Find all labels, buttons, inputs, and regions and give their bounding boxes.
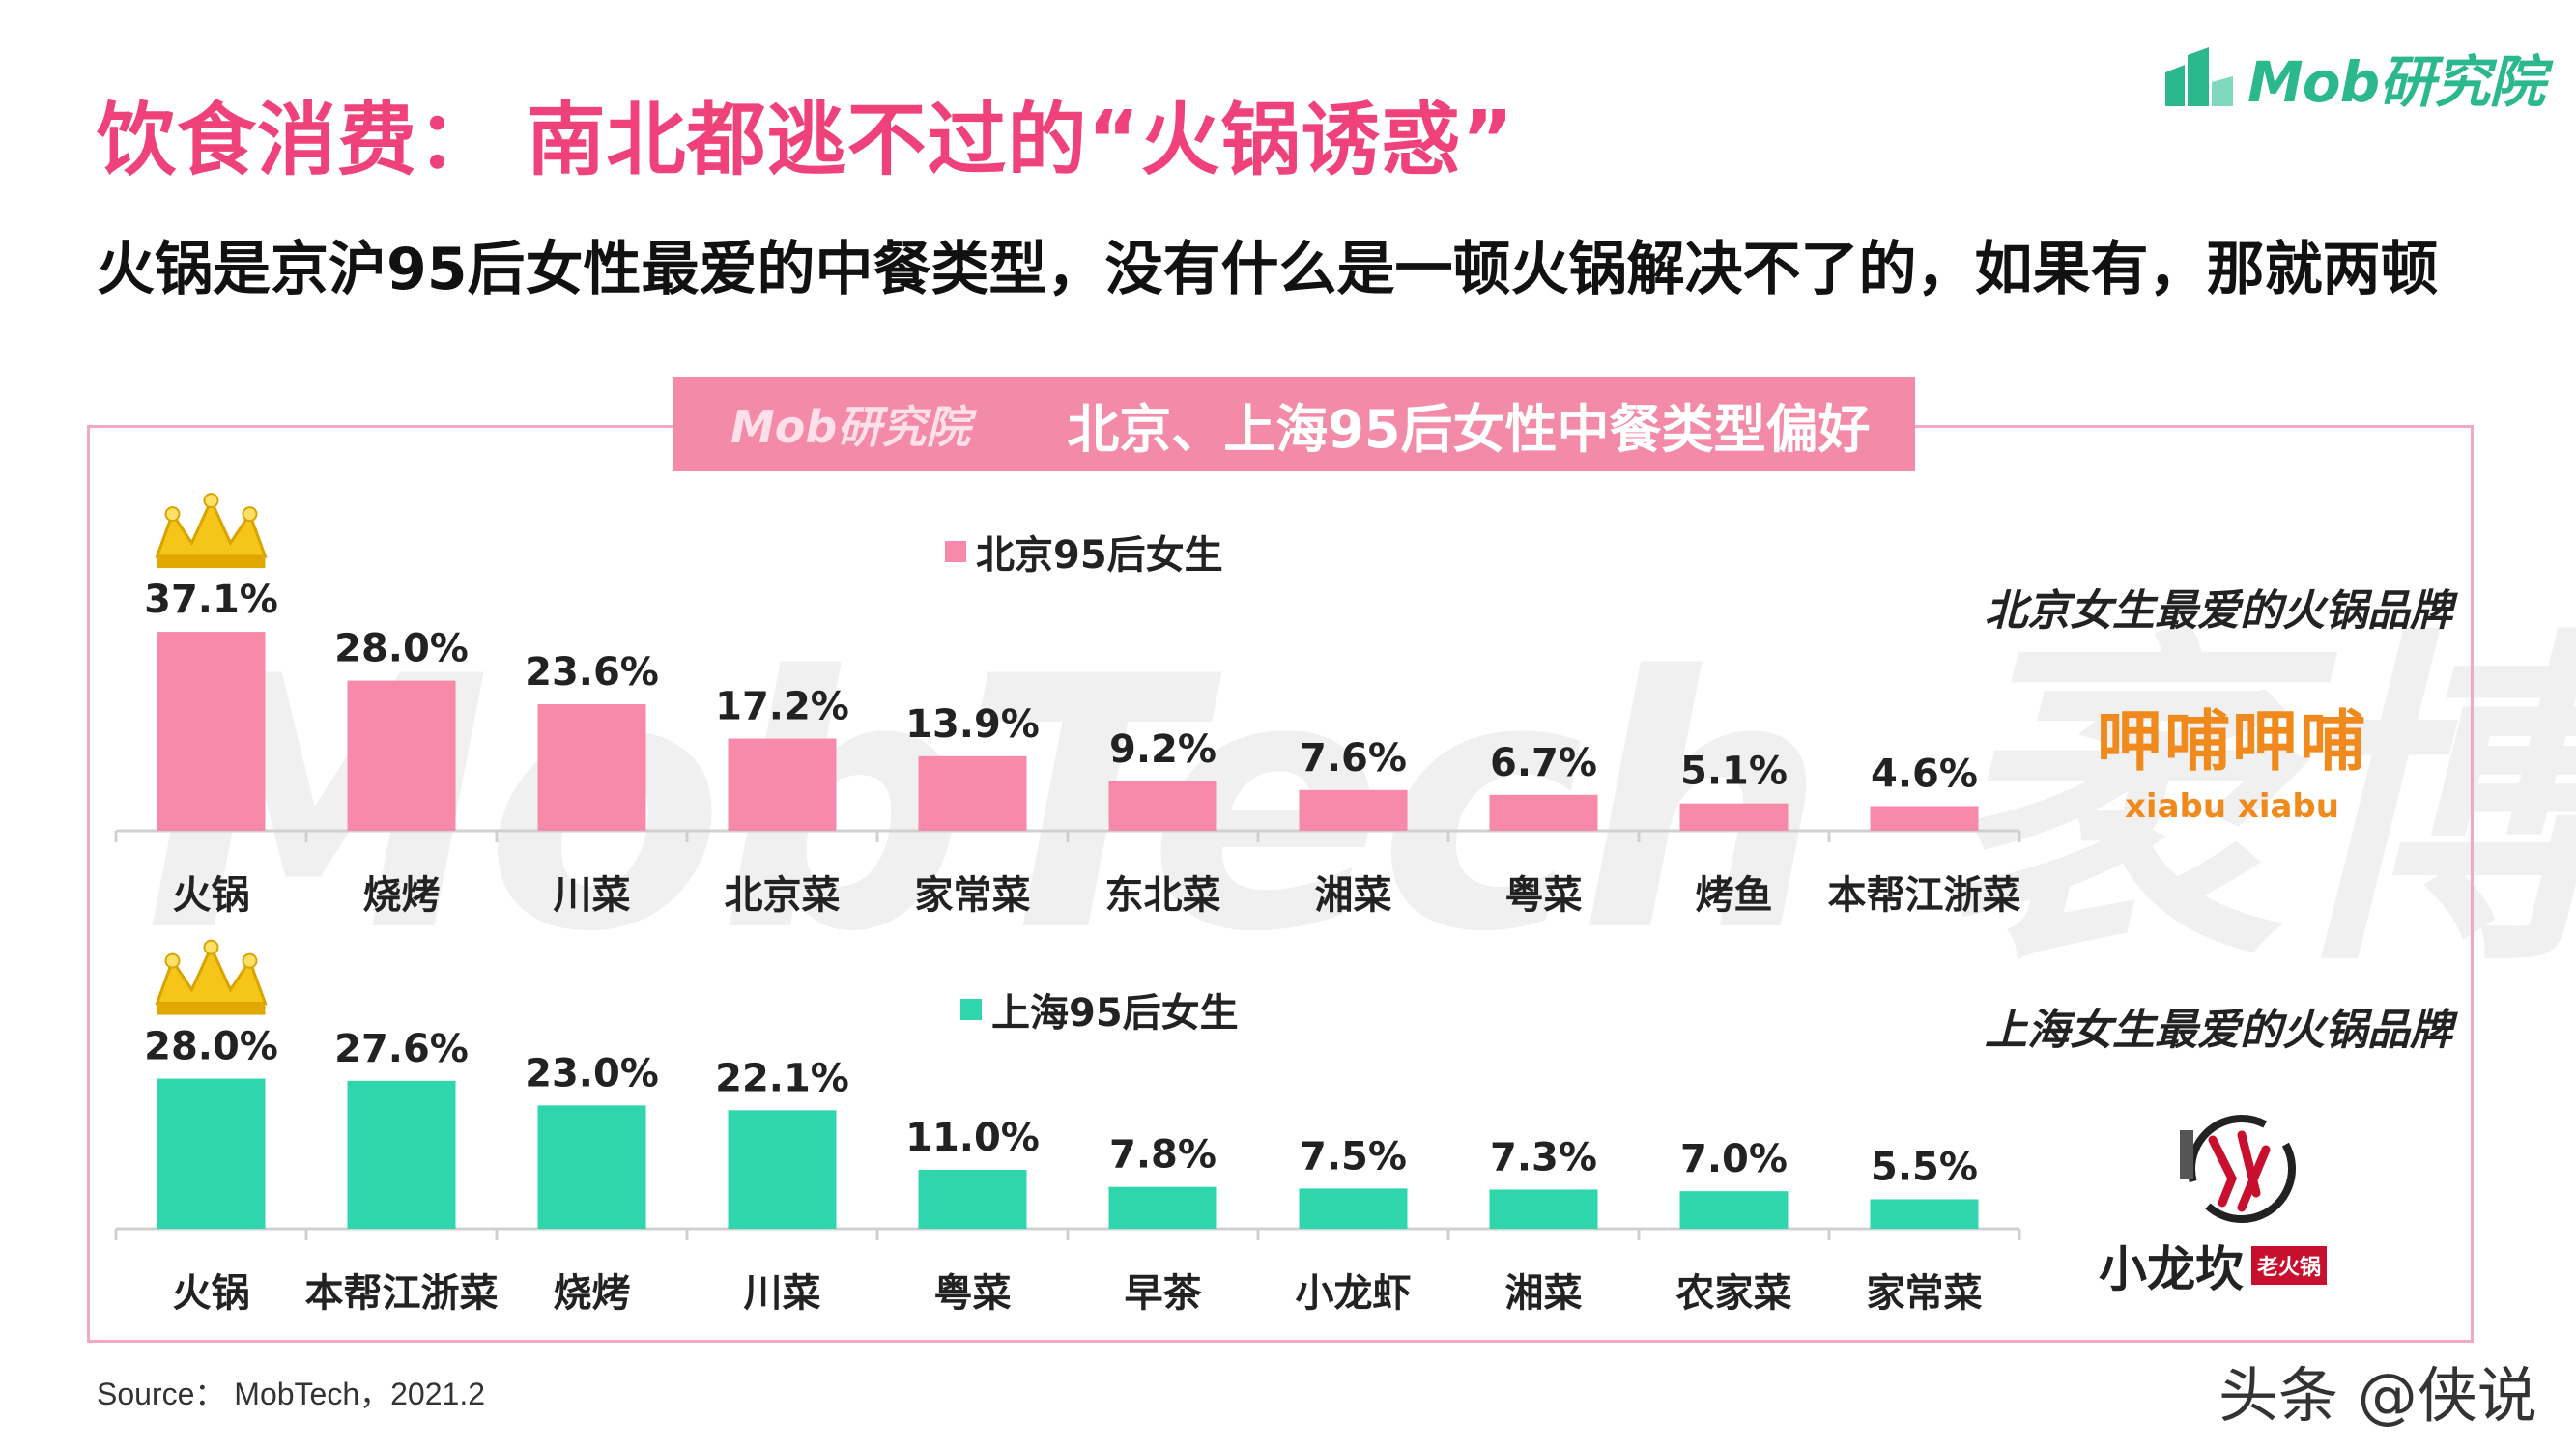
shanghai-data-label: 7.8% bbox=[1109, 1133, 1216, 1178]
shanghai-bar bbox=[347, 1080, 456, 1229]
shanghai-bar bbox=[157, 1078, 266, 1229]
beijing-category-label: 本帮江浙菜 bbox=[1828, 873, 2021, 918]
building-logo-icon bbox=[2165, 47, 2233, 106]
shanghai-category-label: 早茶 bbox=[1125, 1271, 1203, 1316]
shanghai-category-label: 火锅 bbox=[173, 1271, 250, 1316]
beijing-category-label: 家常菜 bbox=[915, 873, 1031, 918]
panel-header-title: 北京、上海95后女性中餐类型偏好 bbox=[1067, 398, 1871, 460]
legend-swatch-beijing bbox=[945, 541, 966, 562]
beijing-bar bbox=[157, 632, 266, 831]
shanghai-data-label: 7.3% bbox=[1490, 1135, 1597, 1179]
shanghai-brand-title: 上海女生最爱的火锅品牌 bbox=[1985, 1006, 2452, 1055]
panel-header-logo: Mob研究院 bbox=[730, 401, 971, 453]
beijing-bar bbox=[1679, 803, 1789, 831]
xiaolongkan-emblem-icon bbox=[2180, 1115, 2296, 1223]
shanghai-data-label: 7.5% bbox=[1300, 1134, 1407, 1179]
beijing-category-label: 烤鱼 bbox=[1696, 873, 1773, 918]
shanghai-category-label: 川菜 bbox=[744, 1271, 821, 1316]
beijing-category-label: 川菜 bbox=[554, 873, 631, 918]
beijing-category-label: 东北菜 bbox=[1105, 873, 1221, 918]
beijing-category-label: 粤菜 bbox=[1505, 873, 1583, 918]
crown-icon bbox=[155, 493, 268, 569]
xiaolongkan-logo: 小龙坎 老火锅 bbox=[2097, 1111, 2367, 1304]
shanghai-category-label: 烧烤 bbox=[554, 1271, 631, 1316]
shanghai-category-label: 本帮江浙菜 bbox=[305, 1271, 499, 1316]
beijing-category-label: 火锅 bbox=[173, 873, 250, 918]
shanghai-bar bbox=[918, 1169, 1027, 1229]
beijing-data-label: 5.1% bbox=[1680, 750, 1788, 794]
beijing-bar bbox=[537, 704, 646, 831]
beijing-bar bbox=[728, 738, 837, 831]
shanghai-data-label: 27.6% bbox=[334, 1027, 469, 1071]
legend-swatch-shanghai bbox=[960, 999, 982, 1020]
beijing-chart: 37.1% 火锅 28.0% 烧烤 23.6% 川菜 17.2% 北京菜 13.9% 家常菜 9.2… bbox=[114, 493, 2021, 918]
shanghai-data-label: 5.5% bbox=[1871, 1145, 1978, 1189]
page-subtitle: 火锅是京沪95后女性最爱的中餐类型，没有什么是一顿火锅解决不了的，如果有，那就两… bbox=[97, 236, 2439, 303]
shanghai-category-label: 湘菜 bbox=[1505, 1271, 1583, 1316]
page-title: 饮食消费： 南北都逃不过的“火锅诱惑” bbox=[97, 95, 1515, 186]
beijing-bar bbox=[347, 680, 456, 831]
beijing-category-label: 烧烤 bbox=[363, 873, 441, 918]
beijing-category-label: 北京菜 bbox=[725, 873, 841, 918]
xiaolongkan-brand-tag: 老火锅 bbox=[2251, 1246, 2328, 1285]
beijing-data-label: 6.7% bbox=[1490, 741, 1597, 785]
beijing-bar bbox=[1299, 789, 1408, 831]
beijing-data-label: 17.2% bbox=[715, 685, 849, 729]
beijing-bar bbox=[1108, 781, 1217, 831]
beijing-bar bbox=[1489, 794, 1598, 831]
shanghai-bar bbox=[1299, 1188, 1408, 1229]
shanghai-category-label: 农家菜 bbox=[1676, 1271, 1792, 1316]
beijing-bar bbox=[918, 755, 1027, 831]
panel-header: Mob研究院 北京、上海95后女性中餐类型偏好 bbox=[673, 377, 1915, 471]
shanghai-bar bbox=[728, 1110, 837, 1229]
shanghai-data-label: 7.0% bbox=[1680, 1137, 1788, 1181]
beijing-data-label: 9.2% bbox=[1109, 727, 1216, 772]
beijing-data-label: 7.6% bbox=[1300, 736, 1407, 781]
shanghai-bar bbox=[537, 1105, 646, 1229]
shanghai-data-label: 11.0% bbox=[905, 1116, 1040, 1160]
beijing-data-label: 13.9% bbox=[905, 702, 1040, 747]
shanghai-category-label: 家常菜 bbox=[1867, 1271, 1983, 1316]
xiabu-brand-name: 呷哺呷哺 bbox=[2096, 704, 2367, 781]
xiaolongkan-brand-name: 小龙坎 bbox=[2099, 1240, 2244, 1297]
legend-label-beijing: 北京95后女生 bbox=[976, 533, 1223, 578]
beijing-data-label: 4.6% bbox=[1871, 752, 1978, 796]
legend-label-shanghai: 上海95后女生 bbox=[991, 991, 1239, 1036]
xiabu-brand-sub: xiabu xiabu bbox=[2125, 787, 2339, 826]
beijing-category-label: 湘菜 bbox=[1315, 873, 1392, 918]
beijing-bar bbox=[1870, 806, 1979, 831]
source-note: Source： MobTech，2021.2 bbox=[97, 1377, 486, 1411]
shanghai-bar bbox=[1870, 1199, 1979, 1229]
beijing-data-label: 37.1% bbox=[144, 578, 278, 622]
legend-shanghai: 上海95后女生 bbox=[960, 981, 1239, 1037]
xiabu-logo: 呷哺呷哺 xiabu xiabu bbox=[2077, 688, 2387, 826]
shanghai-data-label: 28.0% bbox=[144, 1025, 278, 1069]
shanghai-data-label: 22.1% bbox=[715, 1056, 849, 1100]
beijing-data-label: 28.0% bbox=[334, 627, 469, 671]
crown-icon bbox=[155, 939, 268, 1015]
shanghai-category-label: 粤菜 bbox=[934, 1271, 1012, 1316]
beijing-brand-title: 北京女生最爱的火锅品牌 bbox=[1985, 586, 2452, 636]
logo-text: Mob研究院 bbox=[2247, 49, 2545, 115]
shanghai-bar bbox=[1679, 1191, 1789, 1229]
shanghai-category-label: 小龙虾 bbox=[1296, 1271, 1412, 1316]
shanghai-chart: 28.0% 火锅 27.6% 本帮江浙菜 23.0% 烧烤 22.1% 川菜 11.0% 粤菜 7.… bbox=[114, 939, 2021, 1316]
beijing-data-label: 23.6% bbox=[525, 650, 659, 695]
shanghai-data-label: 23.0% bbox=[525, 1051, 659, 1095]
mob-research-logo: Mob研究院 bbox=[2161, 39, 2547, 116]
shanghai-bar bbox=[1489, 1189, 1598, 1229]
shanghai-bar bbox=[1108, 1186, 1217, 1229]
toutiao-watermark: 头条 @侠说 bbox=[2218, 1360, 2537, 1431]
legend-beijing: 北京95后女生 bbox=[945, 524, 1223, 580]
